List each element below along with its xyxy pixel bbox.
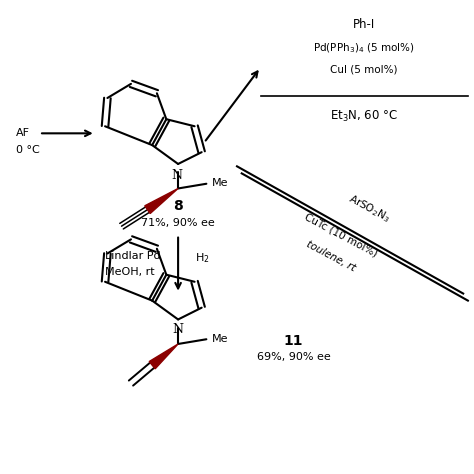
Text: 69%, 90% ee: 69%, 90% ee: [257, 352, 330, 362]
Text: Ph-I: Ph-I: [353, 18, 375, 31]
Text: MeOH, rt: MeOH, rt: [105, 267, 155, 277]
Polygon shape: [149, 344, 178, 369]
Text: ArSO$_2$N$_3$: ArSO$_2$N$_3$: [346, 192, 392, 226]
Text: AF: AF: [16, 128, 29, 138]
Text: N: N: [172, 169, 182, 182]
Text: 71%, 90% ee: 71%, 90% ee: [141, 218, 215, 228]
Text: Et$_3$N, 60 °C: Et$_3$N, 60 °C: [330, 109, 398, 124]
Text: H$_2$: H$_2$: [195, 251, 209, 265]
Text: Pd(PPh$_3$)$_4$ (5 mol%): Pd(PPh$_3$)$_4$ (5 mol%): [313, 42, 415, 55]
Text: 0 °C: 0 °C: [16, 145, 39, 155]
Text: Lindlar Pd: Lindlar Pd: [105, 251, 161, 261]
Text: toulene, rt: toulene, rt: [305, 239, 357, 273]
Text: 11: 11: [284, 334, 303, 347]
Text: Me: Me: [212, 334, 228, 344]
Text: CuTc (10 mol%): CuTc (10 mol%): [302, 211, 379, 258]
Polygon shape: [145, 189, 178, 214]
Text: N: N: [173, 323, 183, 337]
Text: CuI (5 mol%): CuI (5 mol%): [330, 65, 398, 75]
Text: 8: 8: [173, 200, 183, 213]
Text: Me: Me: [212, 178, 228, 188]
